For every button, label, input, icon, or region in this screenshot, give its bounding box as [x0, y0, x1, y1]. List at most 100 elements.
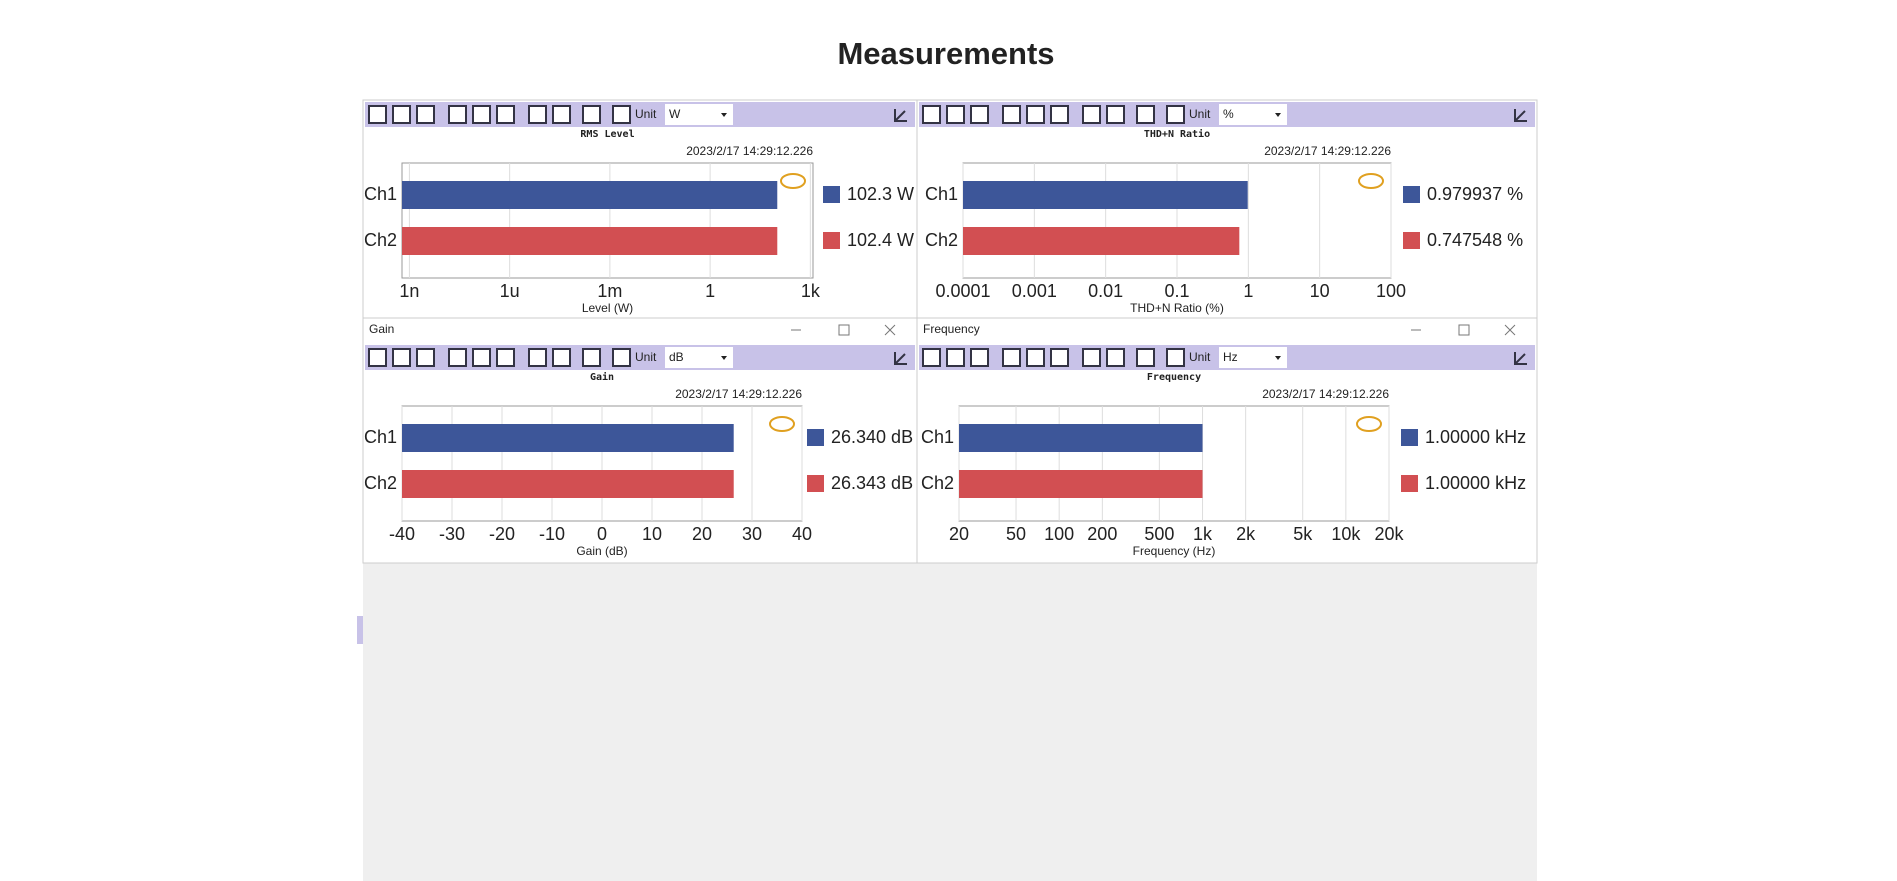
- bar: [959, 424, 1203, 452]
- category-label: Ch2: [925, 230, 958, 250]
- toolbar-button[interactable]: [528, 105, 547, 124]
- close-button[interactable]: [884, 324, 896, 336]
- toolbar-button[interactable]: [1002, 105, 1021, 124]
- side-strip: [357, 616, 363, 644]
- unit-value: Hz: [1223, 350, 1238, 364]
- toolbar-button[interactable]: [552, 105, 571, 124]
- x-tick-label: 0: [597, 524, 607, 544]
- bar: [402, 227, 778, 255]
- toolbar-button[interactable]: [392, 105, 411, 124]
- value-label: 1.00000 kHz: [1425, 427, 1526, 447]
- toolbar-button[interactable]: [1050, 348, 1069, 367]
- toolbar-button[interactable]: [416, 348, 435, 367]
- toolbar-button[interactable]: [1106, 348, 1125, 367]
- toolbar-button[interactable]: [1136, 348, 1155, 367]
- toolbar-button[interactable]: [448, 105, 467, 124]
- timestamp: 2023/2/17 14:29:12.226: [1264, 144, 1391, 158]
- x-tick-label: 20: [949, 524, 969, 544]
- toolbar-button[interactable]: [970, 105, 989, 124]
- toolbar-button[interactable]: [922, 105, 941, 124]
- dropdown-arrow[interactable]: [721, 356, 727, 360]
- toolbar-button[interactable]: [1166, 348, 1185, 367]
- export-button[interactable]: [894, 352, 907, 365]
- unit-select[interactable]: [665, 347, 733, 368]
- unit-select[interactable]: [1219, 347, 1287, 368]
- toolbar-button[interactable]: [528, 348, 547, 367]
- toolbar-button[interactable]: [1082, 105, 1101, 124]
- window-title: Gain: [369, 322, 394, 336]
- toolbar-button[interactable]: [922, 348, 941, 367]
- export-button[interactable]: [1514, 109, 1527, 122]
- empty-area: [363, 563, 1537, 881]
- chart-title: THD+N Ratio: [1144, 128, 1210, 140]
- x-axis-label: THD+N Ratio (%): [1130, 301, 1224, 315]
- x-tick-label: -40: [389, 524, 415, 544]
- bar: [963, 227, 1240, 255]
- toolbar-button[interactable]: [392, 348, 411, 367]
- toolbar-button[interactable]: [582, 348, 601, 367]
- unit-value: %: [1223, 107, 1234, 121]
- toolbar-button[interactable]: [1026, 105, 1045, 124]
- toolbar-button[interactable]: [496, 348, 515, 367]
- legend-swatch: [1401, 475, 1418, 492]
- toolbar-button[interactable]: [582, 105, 601, 124]
- legend-swatch: [1403, 186, 1420, 203]
- dropdown-arrow[interactable]: [721, 113, 727, 117]
- x-tick-label: 1n: [399, 281, 419, 301]
- toolbar-button[interactable]: [472, 105, 491, 124]
- toolbar-button[interactable]: [1136, 105, 1155, 124]
- toolbar-button[interactable]: [970, 348, 989, 367]
- dropdown-arrow[interactable]: [1275, 356, 1281, 360]
- legend-swatch: [823, 232, 840, 249]
- x-tick-label: 0.01: [1088, 281, 1123, 301]
- category-label: Ch2: [921, 473, 954, 493]
- category-label: Ch2: [364, 230, 397, 250]
- toolbar-button[interactable]: [612, 105, 631, 124]
- toolbar-button[interactable]: [448, 348, 467, 367]
- toolbar-button[interactable]: [368, 348, 387, 367]
- category-label: Ch1: [921, 427, 954, 447]
- value-label: 0.747548 %: [1427, 230, 1523, 250]
- timestamp: 2023/2/17 14:29:12.226: [1262, 387, 1389, 401]
- value-label: 102.3 W: [847, 184, 914, 204]
- toolbar-button[interactable]: [368, 105, 387, 124]
- x-tick-label: 40: [792, 524, 812, 544]
- value-label: 26.340 dB: [831, 427, 913, 447]
- x-tick-label: 100: [1044, 524, 1074, 544]
- logo: [1356, 416, 1382, 432]
- dropdown-arrow[interactable]: [1275, 113, 1281, 117]
- unit-select[interactable]: [1219, 104, 1287, 125]
- x-tick-label: 30: [742, 524, 762, 544]
- export-button[interactable]: [894, 109, 907, 122]
- unit-select[interactable]: [665, 104, 733, 125]
- toolbar-button[interactable]: [1050, 105, 1069, 124]
- toolbar-button[interactable]: [1166, 105, 1185, 124]
- toolbar-button[interactable]: [946, 348, 965, 367]
- x-tick-label: 0.1: [1164, 281, 1189, 301]
- x-tick-label: 500: [1144, 524, 1174, 544]
- toolbar-button[interactable]: [946, 105, 965, 124]
- toolbar-button[interactable]: [612, 348, 631, 367]
- x-tick-label: 1u: [500, 281, 520, 301]
- toolbar-button[interactable]: [1106, 105, 1125, 124]
- export-button[interactable]: [1514, 352, 1527, 365]
- maximize-button[interactable]: [838, 324, 850, 336]
- close-button[interactable]: [1504, 324, 1516, 336]
- toolbar-button[interactable]: [416, 105, 435, 124]
- x-tick-label: 0.0001: [935, 281, 990, 301]
- plot-area: [958, 405, 1390, 522]
- x-tick-label: 1k: [801, 281, 821, 301]
- x-tick-label: 20k: [1374, 524, 1404, 544]
- toolbar-button[interactable]: [1082, 348, 1101, 367]
- legend-swatch: [807, 429, 824, 446]
- toolbar-button[interactable]: [496, 105, 515, 124]
- x-tick-label: 20: [692, 524, 712, 544]
- toolbar-button[interactable]: [552, 348, 571, 367]
- toolbar-button[interactable]: [472, 348, 491, 367]
- toolbar-button[interactable]: [1002, 348, 1021, 367]
- x-tick-label: 0.001: [1012, 281, 1057, 301]
- toolbar-button[interactable]: [1026, 348, 1045, 367]
- maximize-button[interactable]: [1458, 324, 1470, 336]
